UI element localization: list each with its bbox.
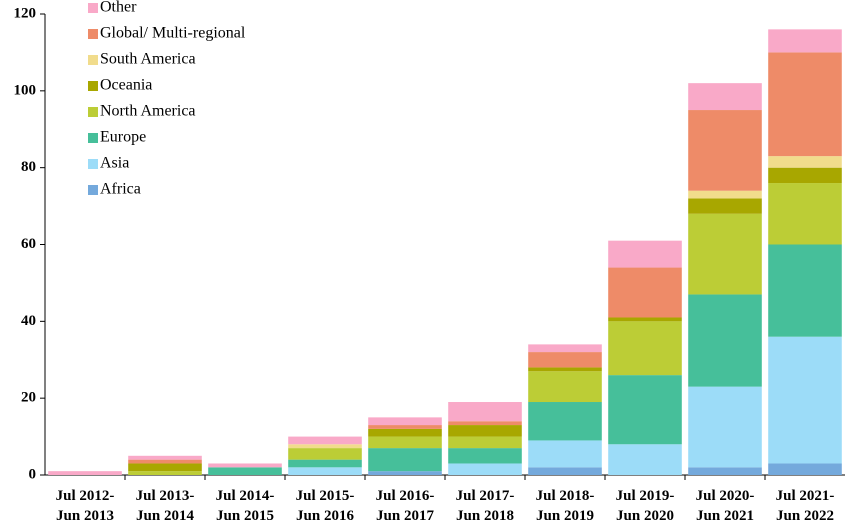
bar-segment — [448, 421, 522, 426]
bar-segment — [368, 436, 442, 449]
bar-segment — [688, 213, 762, 295]
y-tick-label: 40 — [21, 313, 36, 329]
bar-segment — [528, 371, 602, 403]
bar-segment — [688, 386, 762, 468]
y-tick-label: 120 — [14, 5, 37, 21]
bar-segment — [128, 471, 202, 475]
bar-segment — [608, 240, 682, 268]
x-tick-label: Jul 2019-Jun 2020 — [616, 488, 675, 524]
bar-segment — [768, 244, 842, 337]
legend-label: Europe — [100, 129, 146, 146]
bar-segment — [128, 455, 202, 460]
bar-segment — [768, 336, 842, 464]
bar-segment — [368, 448, 442, 472]
bar-segment — [688, 110, 762, 191]
bar-segment — [768, 156, 842, 168]
bar-segment — [448, 436, 522, 449]
x-tick-label: Jul 2012-Jun 2013 — [56, 488, 115, 524]
bar-segment — [208, 463, 282, 468]
bar-segment — [448, 402, 522, 422]
x-tick-label: Jul 2013-Jun 2014 — [136, 488, 195, 524]
x-tick-label: Jul 2020-Jun 2021 — [696, 488, 755, 524]
legend-swatch — [88, 81, 98, 91]
bar-segment — [128, 459, 202, 464]
bar-segment — [688, 83, 762, 111]
x-tick-label: Jul 2014-Jun 2015 — [216, 488, 275, 524]
legend-swatch — [88, 3, 98, 13]
legend-swatch — [88, 29, 98, 39]
bar-segment — [688, 190, 762, 199]
x-tick-label: Jul 2015-Jun 2016 — [296, 488, 355, 524]
bar-segment — [528, 367, 602, 372]
legend-swatch — [88, 55, 98, 65]
bar-segment — [528, 440, 602, 468]
x-tick-label: Jul 2018-Jun 2019 — [536, 488, 595, 524]
legend-swatch — [88, 159, 98, 169]
y-tick-label: 80 — [21, 159, 36, 175]
bar-segment — [368, 417, 442, 426]
bar-segment — [688, 294, 762, 387]
bar-segment — [528, 352, 602, 368]
y-tick-label: 60 — [21, 236, 36, 252]
bar-segment — [288, 467, 362, 475]
bar-segment — [608, 267, 682, 318]
bar-segment — [368, 425, 442, 429]
bar-segment — [528, 402, 602, 441]
y-tick-label: 100 — [14, 82, 37, 98]
x-tick-label: Jul 2021-Jun 2022 — [776, 488, 835, 524]
bar-segment — [608, 321, 682, 376]
legend-label: Africa — [100, 181, 141, 198]
bar-segment — [768, 183, 842, 245]
bar-segment — [528, 467, 602, 475]
bar-segment — [368, 471, 442, 475]
bar-segment — [688, 467, 762, 475]
bar-segment — [768, 463, 842, 475]
bar-segment — [448, 425, 522, 437]
legend-label: Other — [100, 0, 137, 16]
legend-label: South America — [100, 51, 196, 68]
bar-segment — [448, 448, 522, 464]
bar-segment — [288, 444, 362, 449]
legend-label: Asia — [100, 155, 129, 172]
bar-segment — [768, 29, 842, 53]
x-tick-label: Jul 2017-Jun 2018 — [456, 488, 515, 524]
legend-label: Global/ Multi-regional — [100, 25, 246, 42]
bar-segment — [608, 375, 682, 445]
bar-segment — [208, 467, 282, 475]
bar-segment — [768, 167, 842, 184]
bar-segment — [288, 448, 362, 460]
bar-segment — [608, 444, 682, 475]
bar-segment — [128, 463, 202, 472]
bar-segment — [688, 198, 762, 214]
bar-segment — [768, 52, 842, 157]
bar-segment — [608, 317, 682, 322]
legend-swatch — [88, 107, 98, 117]
legend-label: North America — [100, 103, 196, 120]
bar-segment — [528, 344, 602, 353]
legend-swatch — [88, 133, 98, 143]
bar-segment — [48, 471, 122, 475]
legend-swatch — [88, 185, 98, 195]
bar-segment — [288, 459, 362, 468]
bar-segment — [288, 436, 362, 445]
bar-segment — [368, 428, 442, 437]
x-tick-label: Jul 2016-Jun 2017 — [376, 488, 435, 524]
legend-label: Oceania — [100, 77, 152, 94]
y-tick-label: 0 — [29, 466, 37, 482]
bar-segment — [448, 463, 522, 475]
y-tick-label: 20 — [21, 390, 36, 406]
